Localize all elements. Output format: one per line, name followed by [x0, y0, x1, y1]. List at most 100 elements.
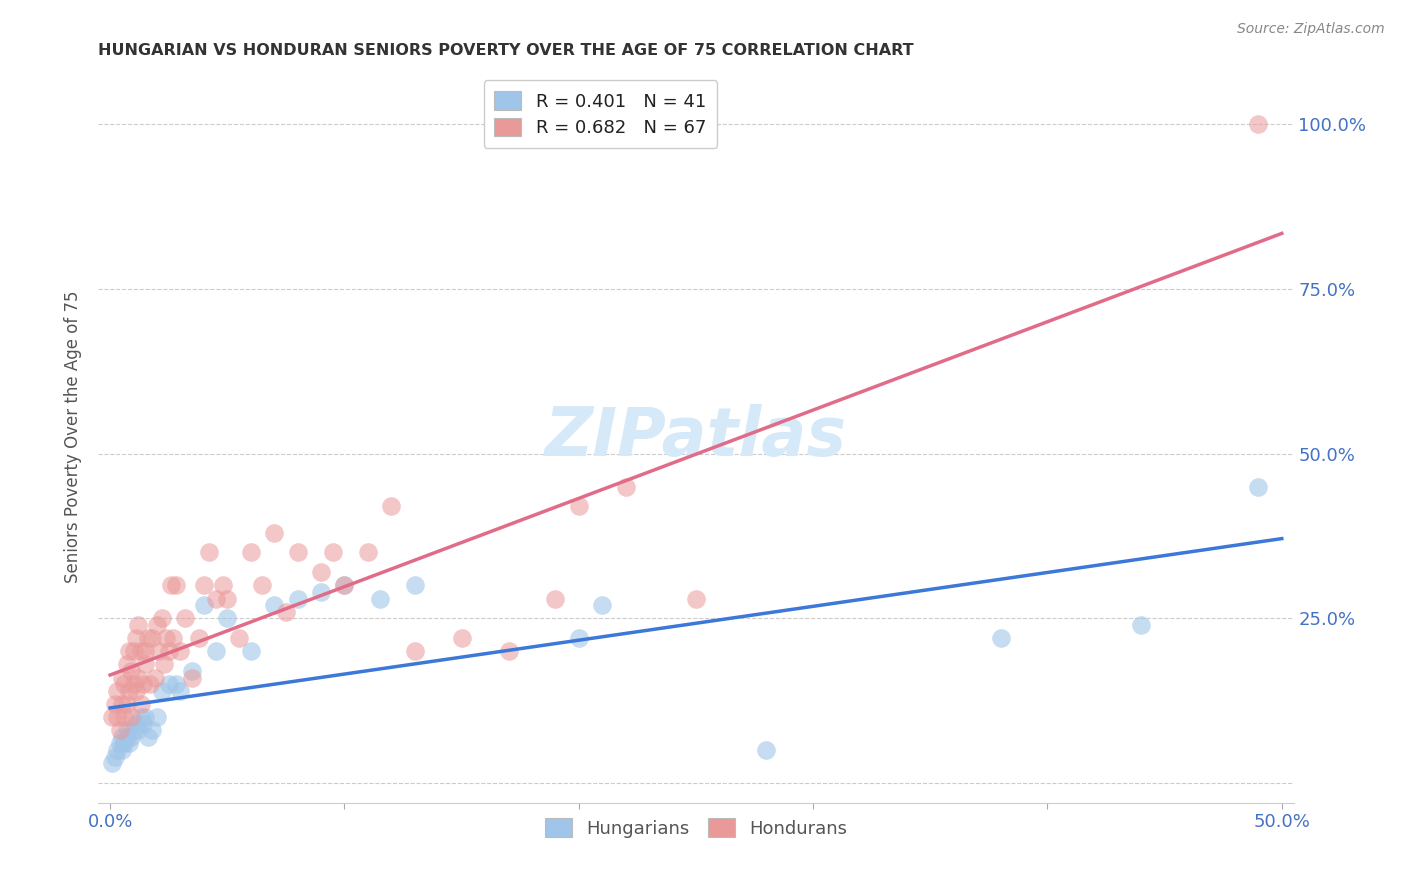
Point: [380, 500, 402, 514]
Point: [105, 743, 128, 757]
Point: [132, 716, 155, 731]
Point: [685, 591, 707, 606]
Point: [544, 591, 567, 606]
Point: [160, 578, 183, 592]
Point: [134, 644, 156, 658]
Point: [287, 591, 309, 606]
Point: [591, 598, 613, 612]
Point: [263, 598, 285, 612]
Point: [122, 677, 145, 691]
Point: [104, 749, 127, 764]
Point: [287, 545, 309, 559]
Point: [146, 618, 169, 632]
Point: [115, 723, 138, 738]
Point: [141, 723, 163, 738]
Point: [129, 644, 152, 658]
Point: [115, 697, 138, 711]
Point: [322, 545, 344, 559]
Point: [239, 644, 262, 658]
Point: [169, 683, 191, 698]
Point: [120, 664, 142, 678]
Point: [111, 697, 134, 711]
Point: [263, 525, 285, 540]
Point: [1247, 479, 1270, 493]
Point: [118, 683, 141, 698]
Point: [217, 611, 239, 625]
Point: [112, 710, 135, 724]
Point: [150, 611, 173, 625]
Point: [129, 710, 152, 724]
Point: [127, 618, 149, 632]
Point: [153, 657, 176, 672]
Point: [450, 631, 472, 645]
Point: [165, 578, 187, 592]
Point: [404, 578, 426, 592]
Point: [146, 710, 169, 724]
Point: [125, 631, 148, 645]
Point: [188, 631, 211, 645]
Point: [115, 730, 138, 744]
Point: [120, 710, 142, 724]
Point: [169, 644, 191, 658]
Point: [333, 578, 356, 592]
Point: [165, 677, 187, 691]
Point: [193, 578, 215, 592]
Point: [239, 545, 262, 559]
Point: [134, 657, 156, 672]
Point: [125, 683, 148, 698]
Point: [101, 756, 124, 771]
Point: [1130, 618, 1153, 632]
Point: [139, 677, 162, 691]
Point: [1247, 117, 1270, 131]
Point: [105, 710, 128, 724]
Point: [174, 611, 197, 625]
Point: [118, 737, 141, 751]
Point: [101, 710, 124, 724]
Point: [127, 723, 149, 738]
Point: [217, 591, 239, 606]
Point: [136, 730, 159, 744]
Point: [108, 737, 131, 751]
Point: [122, 723, 145, 738]
Point: [105, 683, 128, 698]
Point: [122, 644, 145, 658]
Point: [136, 631, 159, 645]
Text: HUNGARIAN VS HONDURAN SENIORS POVERTY OVER THE AGE OF 75 CORRELATION CHART: HUNGARIAN VS HONDURAN SENIORS POVERTY OV…: [98, 43, 914, 58]
Point: [368, 591, 391, 606]
Point: [568, 631, 591, 645]
Point: [129, 697, 152, 711]
Point: [568, 500, 591, 514]
Point: [134, 710, 156, 724]
Point: [193, 598, 215, 612]
Point: [157, 677, 180, 691]
Y-axis label: Seniors Poverty Over the Age of 75: Seniors Poverty Over the Age of 75: [65, 291, 83, 583]
Point: [357, 545, 380, 559]
Point: [755, 743, 778, 757]
Point: [132, 677, 155, 691]
Point: [112, 737, 135, 751]
Text: Source: ZipAtlas.com: Source: ZipAtlas.com: [1237, 22, 1385, 37]
Point: [181, 664, 204, 678]
Point: [204, 644, 226, 658]
Point: [111, 743, 134, 757]
Point: [125, 716, 148, 731]
Point: [118, 644, 141, 658]
Point: [108, 723, 131, 738]
Point: [143, 671, 166, 685]
Point: [498, 644, 520, 658]
Text: ZIPatlas: ZIPatlas: [546, 404, 846, 470]
Point: [111, 730, 134, 744]
Point: [157, 644, 180, 658]
Point: [614, 479, 637, 493]
Point: [141, 631, 163, 645]
Point: [112, 677, 135, 691]
Point: [115, 657, 138, 672]
Point: [204, 591, 226, 606]
Point: [274, 605, 297, 619]
Point: [155, 631, 177, 645]
Point: [111, 671, 134, 685]
Point: [252, 578, 274, 592]
Point: [148, 644, 170, 658]
Point: [150, 683, 173, 698]
Point: [309, 565, 332, 579]
